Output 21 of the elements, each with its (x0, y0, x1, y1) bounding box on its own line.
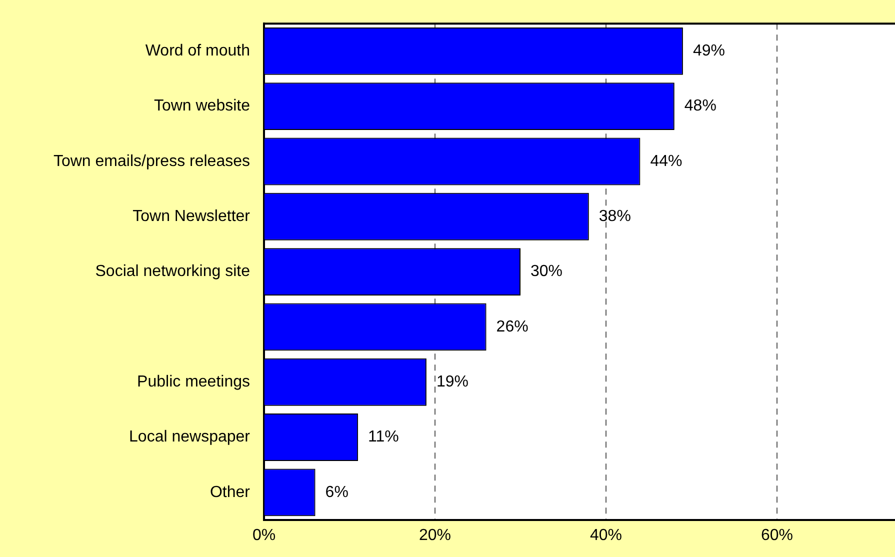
data-label: 26% (496, 318, 528, 336)
y-tick-label: Social networking site (95, 263, 250, 280)
data-label: 49% (692, 42, 725, 60)
data-label: 30% (530, 263, 563, 280)
y-tick-label: Local newspaper (129, 428, 251, 446)
data-label: 44% (650, 152, 682, 170)
y-tick-label: Other (210, 484, 251, 501)
data-label: 6% (325, 484, 348, 501)
x-tick-label: 20% (418, 527, 452, 544)
x-tick-label: 60% (760, 527, 794, 544)
y-tick-label: Town emails/press releases (53, 152, 250, 170)
y-tick-label: Town Newsletter (132, 208, 251, 226)
data-label: 48% (684, 98, 716, 115)
y-tick-label: Word of mouth (145, 42, 250, 60)
data-label: 11% (368, 428, 399, 446)
x-tick-label: 0% (252, 527, 276, 544)
x-tick-label: 40% (590, 527, 622, 544)
data-label: 38% (598, 208, 631, 226)
y-tick-label: Public meetings (137, 374, 250, 391)
data-label: 19% (436, 374, 468, 391)
y-tick-label: Town website (154, 98, 250, 115)
